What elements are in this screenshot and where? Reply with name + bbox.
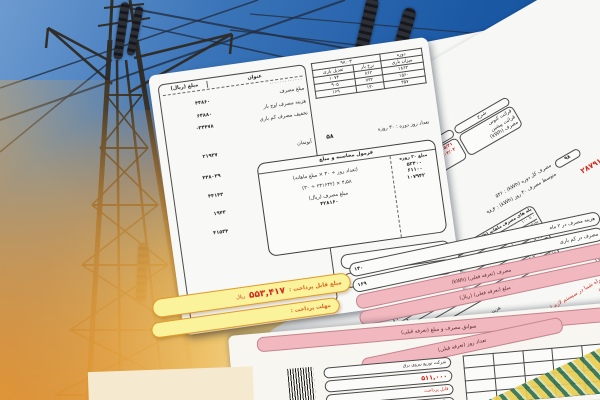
charge-amount: ۳۴۴۷۸-	[196, 123, 215, 132]
bottom-payable-label: قابل پرداخت	[424, 386, 449, 395]
charge-amount: ۴۴۸۰۳۹	[202, 172, 221, 182]
payable-unit: ریال	[235, 293, 246, 301]
bottom-amount: ۵۱۱,۰۰۰	[420, 372, 448, 383]
barcode	[287, 366, 318, 400]
usage-value: ۱۶۹	[356, 280, 368, 289]
payable-amount: ۵۵۳,۴۱۷	[248, 285, 286, 301]
payable-label: مبلغ قابل پرداخت :	[288, 279, 343, 293]
days-note: تعداد روز دوره : ۳۰ روزه	[377, 119, 430, 133]
usage-value: ۱۴۰	[353, 264, 364, 273]
charge-amount: ۶۴۸۸۰	[196, 111, 213, 120]
history-mini-table	[463, 343, 600, 400]
period-table: دوره ۹۸.۰۳ میزان باری نرخ بار تعدیل باری…	[311, 48, 427, 99]
charge-title: آبونمان	[296, 138, 313, 147]
days-value: ۵۸	[325, 132, 335, 141]
deadline-label: مهلت پرداخت :	[290, 302, 332, 315]
company-name: شرکت توزیع نیروی برق	[402, 359, 447, 369]
payment-fields: شرکت توزیع نیروی برق ۵۱۱,۰۰۰ قابل پرداخت…	[323, 356, 456, 400]
charge-amount: ۲۱۹۳۷	[202, 152, 219, 161]
charge-amount: ۴۴۱۴۳	[207, 191, 224, 200]
bill-bottom-corner	[87, 366, 256, 400]
charge-amount: ۱۹۴۳	[213, 209, 227, 218]
charge-amount: ۴۱۵۳۴	[212, 228, 229, 237]
